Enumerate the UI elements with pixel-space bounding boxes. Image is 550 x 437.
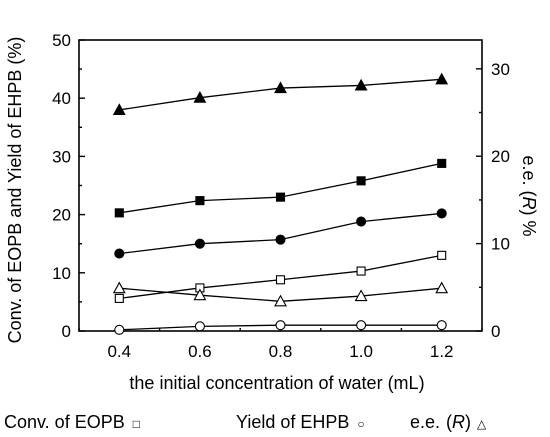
marker-circle-open (436, 320, 447, 331)
marker-triangle-filled (112, 103, 126, 115)
y-right-tick-label: 10 (491, 235, 510, 254)
marker-triangle-filled (193, 91, 207, 103)
marker-triangle-open (354, 289, 368, 302)
y-left-tick-label: 10 (52, 264, 71, 283)
x-tick-label: 0.8 (269, 342, 293, 361)
marker-circle-filled (194, 238, 205, 249)
y-axis-right-title: e.e. (R) % (519, 155, 539, 236)
x-tick-label: 1.0 (349, 342, 373, 361)
y-left-tick-label: 0 (62, 322, 71, 341)
legend: Conv. of EOPB □ Yield of EHPB ○ e.e. (R) △ (4, 412, 487, 432)
marker-circle-open (356, 320, 367, 331)
x-tick-label: 0.4 (107, 342, 131, 361)
legend-ee-italic: R (452, 412, 465, 432)
y-axis-right-title-tail: ) % (519, 210, 539, 237)
marker-triangle-open (193, 288, 207, 301)
series-layer (112, 72, 449, 335)
y-left-tick-label: 20 (52, 206, 71, 225)
marker-triangle-filled (274, 81, 287, 94)
marker-circle-open (194, 321, 205, 332)
marker-circle-open (114, 324, 125, 335)
y-left-tick-label: 40 (52, 89, 71, 108)
marker-square-filled (275, 192, 286, 202)
marker-square-open (356, 266, 366, 276)
legend-ee-paren-open: ( (446, 412, 452, 432)
marker-square-open (437, 250, 447, 260)
y-right-tick-label: 20 (491, 147, 510, 166)
y-left-tick-label: 30 (52, 147, 71, 166)
legend-item-ee: e.e. (R) △ (410, 412, 487, 432)
legend-yield-label: Yield of EHPB (236, 412, 349, 432)
y-right-tick-label: 30 (491, 60, 510, 79)
marker-triangle-open (112, 281, 126, 294)
marker-square-filled (195, 196, 205, 206)
marker-square-filled (356, 176, 366, 186)
marker-circle-filled (275, 234, 286, 245)
marker-circle-filled (114, 248, 125, 259)
legend-item-yield: Yield of EHPB ○ (236, 412, 365, 432)
x-axis-title: the initial concentration of water (mL) (129, 373, 424, 393)
legend-ee-paren-close: ) (465, 412, 471, 432)
x-tick-label: 0.6 (188, 342, 212, 361)
marker-square-filled (437, 158, 447, 168)
marker-circle-filled (436, 208, 447, 219)
x-tick-label: 1.2 (430, 342, 454, 361)
marker-triangle-filled (354, 78, 368, 91)
marker-circle-open (275, 320, 286, 331)
legend-ee-label: e.e. (410, 412, 440, 432)
legend-ee-symbol: △ (477, 417, 487, 431)
marker-square-open (275, 275, 286, 285)
y-right-tick-label: 0 (491, 322, 500, 341)
y-axis-left-title: Conv. of EOPB and Yield of EHPB (%) (5, 37, 25, 344)
legend-item-conv: Conv. of EOPB □ (4, 412, 140, 432)
y-left-tick-label: 50 (52, 31, 71, 50)
y-axis-right-title-italic: R (519, 197, 539, 210)
marker-triangle-open (435, 281, 449, 294)
marker-triangle-open (274, 294, 287, 307)
legend-yield-symbol: ○ (357, 417, 364, 431)
series-line-square-filled (119, 162, 442, 214)
marker-circle-filled (356, 216, 367, 227)
legend-conv-symbol: □ (133, 417, 140, 431)
marker-square-open (114, 293, 124, 303)
series-line-circle-filled (119, 212, 442, 255)
axes: 0 10 20 30 40 50 0 10 20 30 0.4 0.6 0.8 1.0 1.2 (52, 31, 510, 361)
marker-square-filled (114, 208, 124, 218)
marker-triangle-filled (435, 72, 449, 85)
legend-conv-label: Conv. of EOPB (4, 412, 125, 432)
y-axis-right-title-main: e.e. ( (519, 155, 539, 196)
